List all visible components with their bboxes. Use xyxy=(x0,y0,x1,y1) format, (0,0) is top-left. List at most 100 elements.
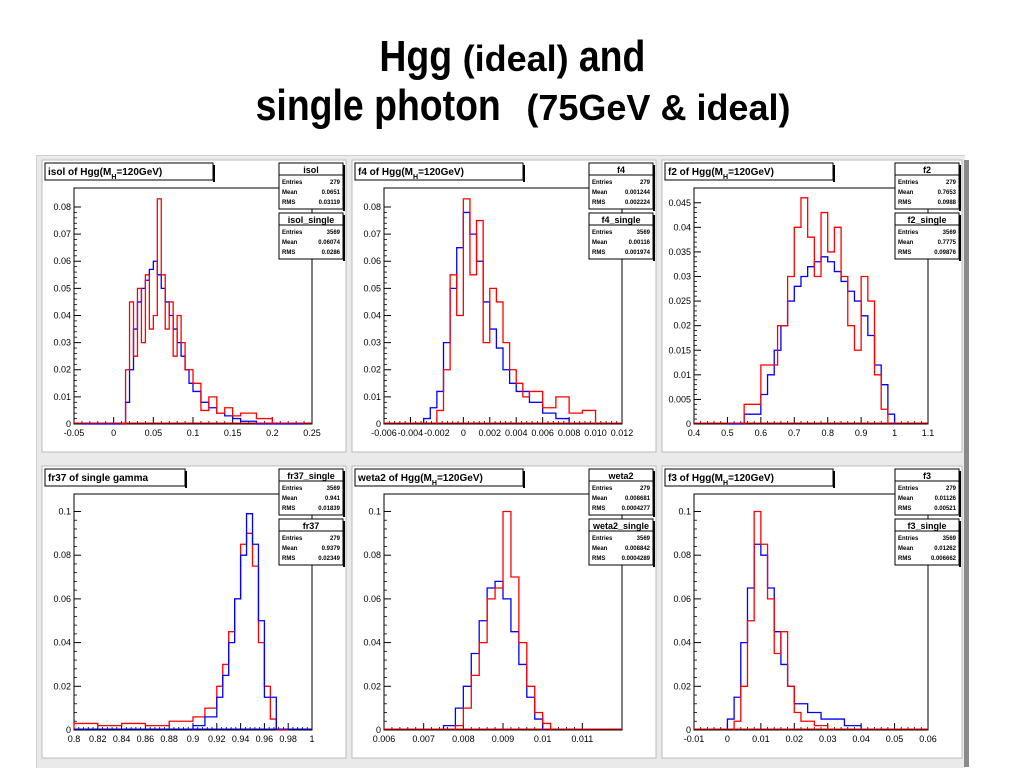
y-tick-label: 0.015 xyxy=(668,345,691,355)
stats-box-shadow xyxy=(653,165,655,211)
title-part: =120GeV) xyxy=(728,167,774,178)
x-tick-label: 1.1 xyxy=(922,428,935,438)
stats-key: Mean xyxy=(898,496,914,502)
title-line-2: single photon (75GeV & ideal) xyxy=(0,81,1024,130)
stats-name: fr37_single xyxy=(287,471,335,481)
stats-box-f3: f3 Entries 279 Mean 0.01126 RMS 0.00521 xyxy=(894,468,961,517)
stats-box-weta2: weta2 Entries 279 Mean 0.008681 RMS 0.0004277 xyxy=(588,468,655,517)
title-part: f2 of Hgg(M xyxy=(668,167,723,178)
stats-value: 3569 xyxy=(637,536,651,542)
stats-key: RMS xyxy=(898,556,911,562)
stats-key: Mean xyxy=(282,546,298,552)
stats-value: 0.9379 xyxy=(322,546,341,552)
y-tick-label: 0.02 xyxy=(673,681,691,691)
y-tick-label: 0.01 xyxy=(673,370,691,380)
y-tick-label: 0.05 xyxy=(53,283,71,293)
stats-name: fr37 xyxy=(303,521,320,531)
title-text: f4 of Hgg(MH=120GeV) xyxy=(358,167,464,181)
title-part: =120GeV) xyxy=(728,473,774,484)
y-tick-label: 0.035 xyxy=(668,247,691,257)
y-tick-label: 0.08 xyxy=(673,550,691,560)
stats-key: RMS xyxy=(592,200,605,206)
y-tick-label: 0.06 xyxy=(53,594,71,604)
stats-value: 3569 xyxy=(943,230,957,236)
histogram-panel-5: 0.006 0.007 0.008 0.009 0.01 0.011 0 0.02 0.04 0.… xyxy=(351,465,657,759)
stats-value: 0.02349 xyxy=(318,556,340,562)
x-tick-label: 0.88 xyxy=(160,734,178,744)
x-tick-label: 0.004 xyxy=(505,428,528,438)
title-part: H xyxy=(413,174,418,181)
stats-key: RMS xyxy=(898,200,911,206)
y-tick-label: 0.03 xyxy=(673,272,691,282)
x-tick-label: 0.002 xyxy=(479,428,502,438)
stats-box xyxy=(588,212,654,260)
series-f4_single-line xyxy=(436,198,597,424)
x-tick-label: 0.96 xyxy=(256,734,274,744)
stats-value: 0.0988 xyxy=(938,200,957,206)
y-tick-label: 0.04 xyxy=(673,222,691,232)
stats-value: 0.00521 xyxy=(934,506,956,512)
stats-value: 0.01262 xyxy=(934,546,956,552)
stats-value: 0.00116 xyxy=(629,240,651,246)
stats-value: 279 xyxy=(640,180,651,186)
histogram-panel-3: 0.4 0.5 0.6 0.7 0.8 0.9 1 1.1 0 0.005 0.01 0.015 0.0… xyxy=(661,159,963,453)
stats-box-shadow xyxy=(653,521,655,567)
stats-box-shadow xyxy=(959,521,961,567)
x-tick-label: -0.002 xyxy=(424,428,450,438)
canvas-shadow xyxy=(964,160,969,767)
stats-name: f2_single xyxy=(907,215,946,225)
stats-key: Mean xyxy=(592,546,608,552)
title-part: =120GeV) xyxy=(437,473,483,484)
y-tick-label: 0.07 xyxy=(363,229,381,239)
title-text: weta2 of Hgg(MH=120GeV) xyxy=(357,473,483,487)
stats-value: 279 xyxy=(946,180,957,186)
stats-box-f2: f2 Entries 279 Mean 0.7653 RMS 0.0988 xyxy=(894,162,961,211)
stats-box-shadow xyxy=(959,471,961,517)
y-tick-label: 0 xyxy=(66,419,71,429)
histogram-panel-1: -0.05 0 0.05 0.1 0.15 0.2 0.2500.010.020.030.0… xyxy=(41,159,347,453)
y-tick-label: 0.03 xyxy=(363,338,381,348)
series-weta2_single-line xyxy=(454,510,552,730)
title-box-shadow xyxy=(833,471,835,488)
stats-value: 0.008681 xyxy=(625,496,651,502)
stats-value: 0.001974 xyxy=(625,250,651,256)
stats-value: 0.01126 xyxy=(935,496,957,502)
stats-key: RMS xyxy=(592,250,605,256)
stats-key: Entries xyxy=(898,536,919,542)
stats-box-f4: f4 Entries 279 Mean 0.001244 RMS 0.002224 xyxy=(588,162,655,211)
stats-value: 3569 xyxy=(637,230,651,236)
stats-value: 0.0286 xyxy=(322,250,341,256)
y-tick-label: 0.1 xyxy=(58,506,71,516)
y-tick-label: 0 xyxy=(66,725,71,735)
stats-value: 279 xyxy=(330,180,341,186)
title-part: f4 of Hgg(M xyxy=(358,167,413,178)
stats-name: f3 xyxy=(923,471,931,481)
y-tick-label: 0 xyxy=(376,419,381,429)
stats-box-shadow xyxy=(959,165,961,211)
y-tick-label: 0.025 xyxy=(668,296,691,306)
stats-key: Entries xyxy=(592,230,613,236)
y-tick-label: 0.02 xyxy=(53,365,71,375)
x-tick-label: 0.8 xyxy=(68,734,81,744)
stats-box-f3_single: f3_single Entries 3569 Mean 0.01262 RMS 0.0066… xyxy=(894,518,961,567)
histogram-title: f4 of Hgg(MH=120GeV) xyxy=(354,162,525,182)
y-tick-label: 0.02 xyxy=(363,681,381,691)
stats-box-fr37_single: fr37_single Entries 3569 Mean 0.941 RMS 0.0183… xyxy=(278,468,345,517)
stats-value: 0.06074 xyxy=(318,240,340,246)
title-and: and xyxy=(578,32,646,81)
stats-value: 3569 xyxy=(327,486,341,492)
stats-value: 0.7653 xyxy=(938,190,957,196)
stats-box xyxy=(588,468,654,516)
y-tick-label: 0.02 xyxy=(363,365,381,375)
y-tick-label: 0.08 xyxy=(53,202,71,212)
stats-name: isol xyxy=(303,165,319,175)
series-f3_single-line xyxy=(733,510,829,730)
title-text: f2 of Hgg(MH=120GeV) xyxy=(668,167,774,181)
title-ideal: (ideal) xyxy=(462,38,569,79)
x-tick-label: 0.1 xyxy=(187,428,200,438)
stats-box xyxy=(278,162,344,210)
x-tick-label: 0 xyxy=(111,428,116,438)
y-tick-label: 0.04 xyxy=(53,310,71,320)
stats-key: RMS xyxy=(592,556,605,562)
